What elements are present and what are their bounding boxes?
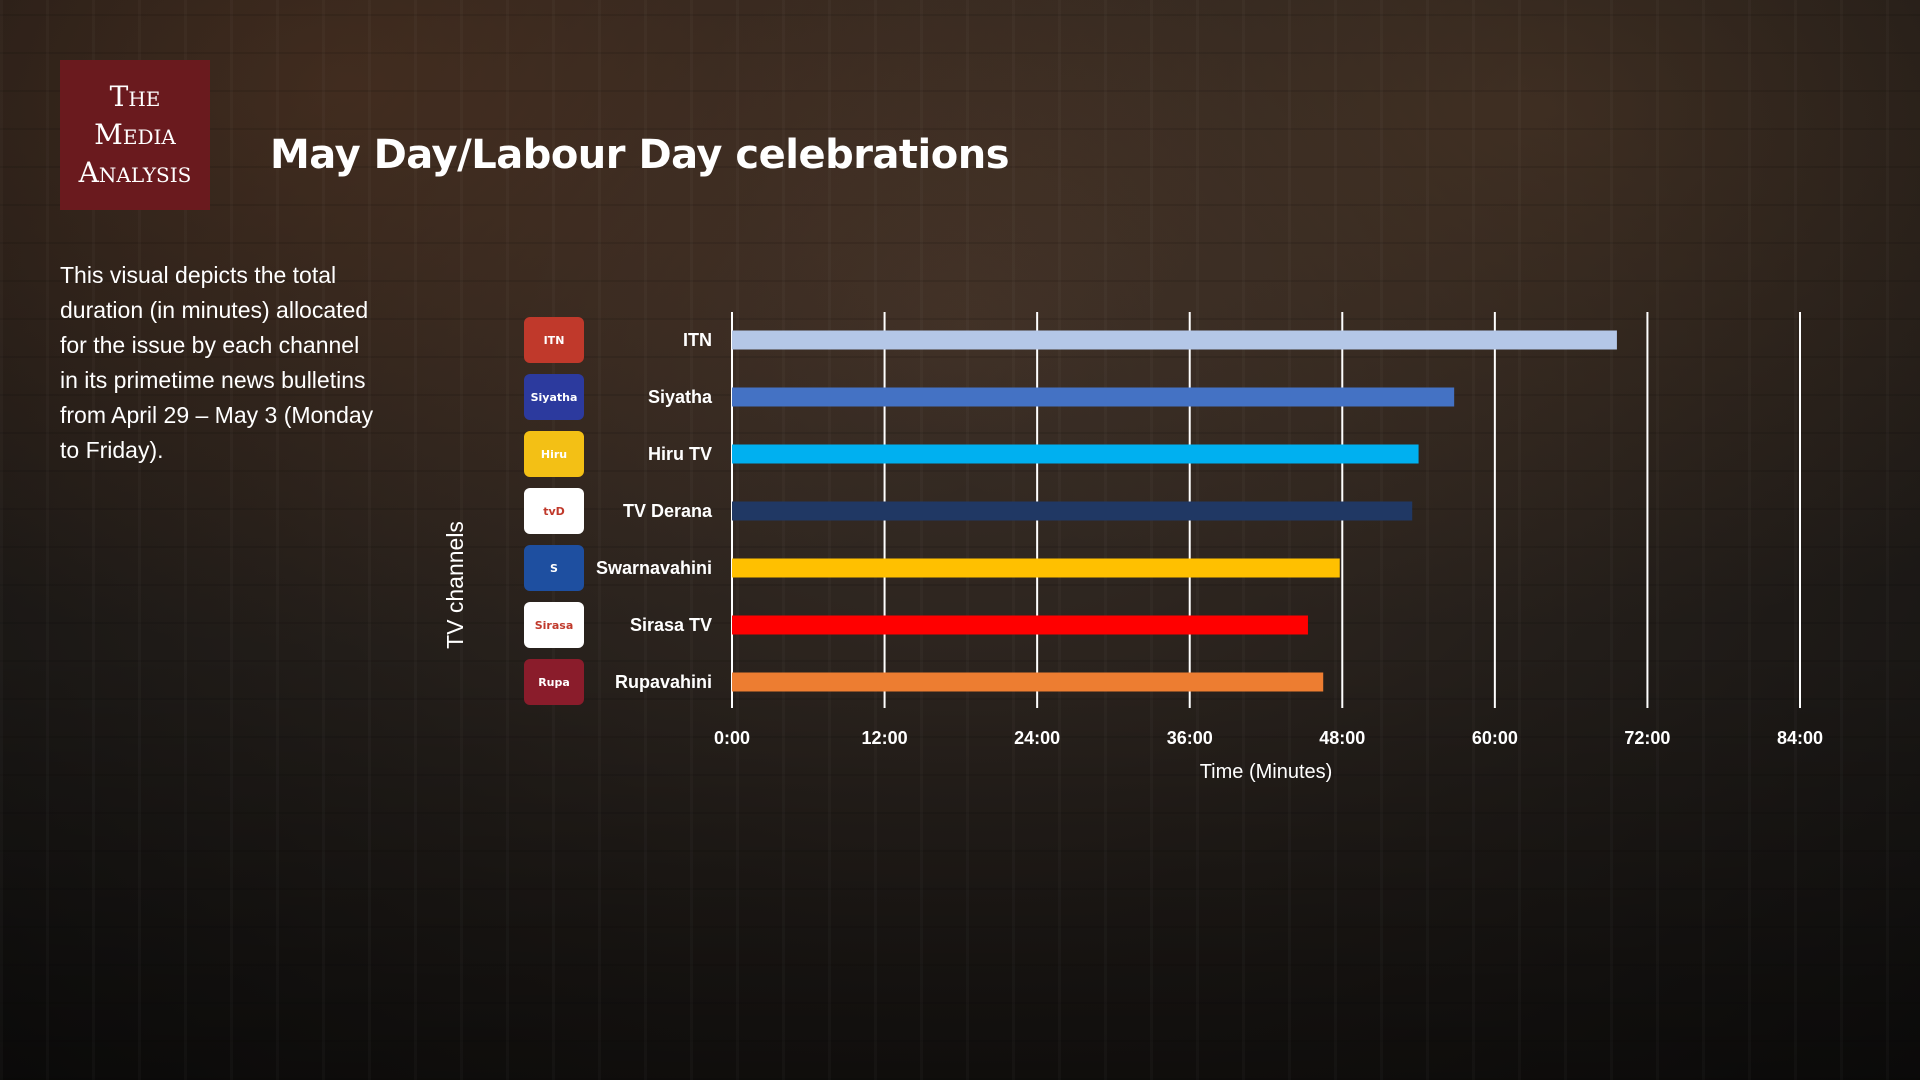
bar-rupavahini [732, 672, 1324, 692]
x-tick-label: 48:00 [1319, 728, 1365, 748]
channel-logo-text: S [550, 561, 558, 575]
x-axis-title: Time (Minutes) [1200, 761, 1333, 783]
derana-logo-icon: tvD [524, 488, 584, 534]
logo-line-2: Media [94, 118, 176, 151]
swarnavahini-logo-icon: S [524, 545, 584, 591]
bar-itn [732, 330, 1617, 350]
siyatha-logo-icon: Siyatha [524, 374, 584, 420]
itn-logo-icon: ITN [524, 317, 584, 363]
bar-siyatha [732, 387, 1455, 407]
channel-logo-text: Hiru [540, 447, 568, 461]
category-label: ITN [683, 330, 712, 350]
bar-hiru-tv [732, 444, 1419, 464]
channel-logo-text: Rupa [538, 675, 570, 689]
media-analysis-logo: The Media Analysis [60, 60, 210, 210]
category-label: TV Derana [623, 501, 713, 521]
bar-sirasa-tv [732, 615, 1308, 635]
channel-logo-text: Siyatha [530, 390, 578, 404]
bar-tv-derana [732, 501, 1413, 521]
x-tick-label: 12:00 [862, 728, 908, 748]
x-tick-label: 60:00 [1472, 728, 1518, 748]
channel-logo-text: tvD [543, 504, 565, 518]
description-text: This visual depicts the total duration (… [60, 262, 374, 463]
category-label: Swarnavahini [596, 558, 712, 578]
category-label: Siyatha [648, 387, 713, 407]
logo-line-1: The [109, 80, 161, 113]
category-label: Hiru TV [648, 444, 712, 464]
x-tick-label: 0:00 [714, 728, 750, 748]
sirasa-logo-icon: Sirasa [524, 602, 584, 648]
y-axis-title: TV channels [442, 521, 468, 649]
page-title: May Day/Labour Day celebrations [270, 132, 1010, 178]
x-tick-label: 24:00 [1014, 728, 1060, 748]
rupavahini-logo-icon: Rupa [524, 659, 584, 705]
hiru-logo-icon: Hiru [524, 431, 584, 477]
x-tick-label: 84:00 [1777, 728, 1823, 748]
logo-line-3: Analysis [78, 156, 192, 189]
category-label: Rupavahini [615, 672, 712, 692]
channel-logo-text: Sirasa [534, 618, 574, 632]
bar-swarnavahini [732, 558, 1340, 578]
category-label: Sirasa TV [630, 615, 712, 635]
x-tick-label: 36:00 [1167, 728, 1213, 748]
channel-logo-text: ITN [543, 333, 565, 347]
x-tick-label: 72:00 [1624, 728, 1670, 748]
